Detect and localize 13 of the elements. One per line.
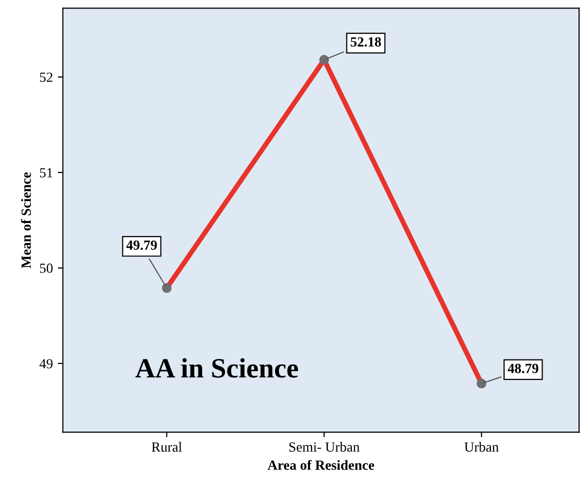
y-tick-label: 50 (40, 264, 53, 273)
y-axis-title: Mean of Science (20, 172, 31, 268)
data-label: 49.79 (126, 240, 157, 250)
x-tick-label: Semi- Urban (289, 442, 360, 452)
y-tick-label: 49 (40, 359, 53, 368)
x-tick-label: Rural (152, 442, 182, 452)
data-label: 52.18 (350, 37, 381, 47)
y-tick-label: 51 (40, 168, 52, 178)
x-axis-title: Area of Residence (268, 460, 374, 470)
x-tick-label: Urban (464, 442, 499, 452)
annotation: AA in Science (135, 358, 298, 378)
y-tick-label: 52 (40, 72, 52, 82)
data-label: 48.79 (508, 364, 538, 374)
